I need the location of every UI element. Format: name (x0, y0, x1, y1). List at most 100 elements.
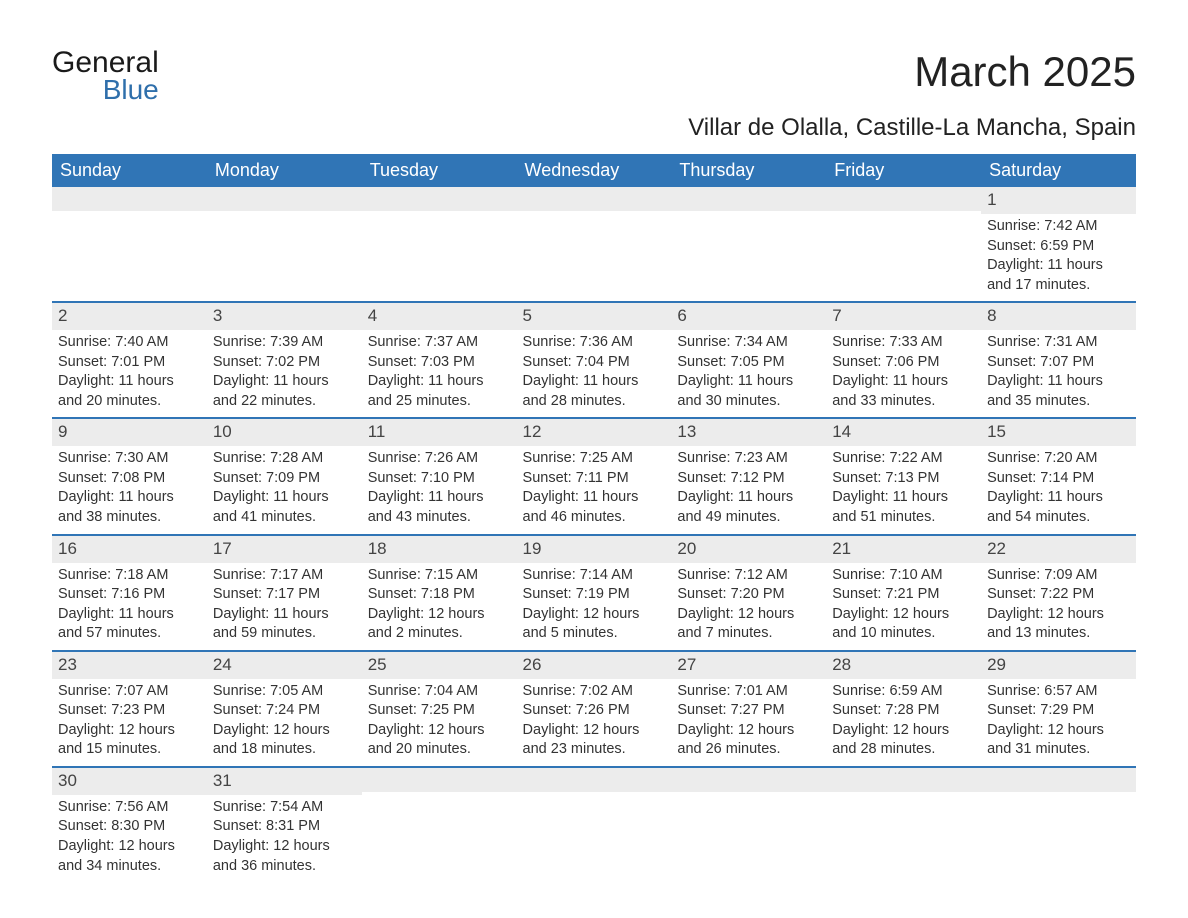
empty-day-bar (826, 766, 981, 792)
day-details: Sunrise: 7:25 AMSunset: 7:11 PMDaylight:… (517, 446, 672, 533)
day-details: Sunrise: 7:20 AMSunset: 7:14 PMDaylight:… (981, 446, 1136, 533)
sunrise-line: Sunrise: 7:26 AM (368, 449, 511, 469)
sunset-line: Sunset: 8:30 PM (58, 817, 201, 837)
calendar-cell (207, 187, 362, 301)
daylight-line: Daylight: 12 hours and 28 minutes. (832, 721, 975, 760)
sunrise-line: Sunrise: 7:56 AM (58, 798, 201, 818)
col-tuesday: Tuesday (362, 154, 517, 187)
calendar-cell: 4Sunrise: 7:37 AMSunset: 7:03 PMDaylight… (362, 301, 517, 417)
logo: General Blue (52, 48, 165, 104)
sunset-line: Sunset: 7:02 PM (213, 353, 356, 373)
empty-day-bar (517, 187, 672, 211)
day-number: 26 (517, 650, 672, 679)
day-details: Sunrise: 7:31 AMSunset: 7:07 PMDaylight:… (981, 330, 1136, 417)
empty-day-bar (362, 187, 517, 211)
calendar-cell (671, 187, 826, 301)
daylight-line: Daylight: 11 hours and 38 minutes. (58, 488, 201, 527)
sunrise-line: Sunrise: 7:39 AM (213, 333, 356, 353)
sunset-line: Sunset: 7:25 PM (368, 701, 511, 721)
day-number: 6 (671, 301, 826, 330)
day-details: Sunrise: 7:05 AMSunset: 7:24 PMDaylight:… (207, 679, 362, 766)
calendar-cell: 9Sunrise: 7:30 AMSunset: 7:08 PMDaylight… (52, 417, 207, 533)
day-details: Sunrise: 6:57 AMSunset: 7:29 PMDaylight:… (981, 679, 1136, 766)
day-details: Sunrise: 7:22 AMSunset: 7:13 PMDaylight:… (826, 446, 981, 533)
sunset-line: Sunset: 7:12 PM (677, 469, 820, 489)
col-saturday: Saturday (981, 154, 1136, 187)
sunrise-line: Sunrise: 6:59 AM (832, 682, 975, 702)
sunset-line: Sunset: 7:04 PM (523, 353, 666, 373)
daylight-line: Daylight: 11 hours and 33 minutes. (832, 372, 975, 411)
col-thursday: Thursday (671, 154, 826, 187)
day-number: 12 (517, 417, 672, 446)
sunrise-line: Sunrise: 7:30 AM (58, 449, 201, 469)
calendar-header-row: Sunday Monday Tuesday Wednesday Thursday… (52, 154, 1136, 187)
empty-day-bar (517, 766, 672, 792)
day-details: Sunrise: 7:26 AMSunset: 7:10 PMDaylight:… (362, 446, 517, 533)
daylight-line: Daylight: 11 hours and 43 minutes. (368, 488, 511, 527)
calendar-cell (517, 766, 672, 882)
calendar-cell: 3Sunrise: 7:39 AMSunset: 7:02 PMDaylight… (207, 301, 362, 417)
daylight-line: Daylight: 11 hours and 30 minutes. (677, 372, 820, 411)
sunset-line: Sunset: 7:28 PM (832, 701, 975, 721)
day-details: Sunrise: 7:07 AMSunset: 7:23 PMDaylight:… (52, 679, 207, 766)
sunrise-line: Sunrise: 7:40 AM (58, 333, 201, 353)
daylight-line: Daylight: 11 hours and 41 minutes. (213, 488, 356, 527)
col-sunday: Sunday (52, 154, 207, 187)
sunset-line: Sunset: 7:22 PM (987, 585, 1130, 605)
calendar-cell: 16Sunrise: 7:18 AMSunset: 7:16 PMDayligh… (52, 534, 207, 650)
day-details: Sunrise: 7:36 AMSunset: 7:04 PMDaylight:… (517, 330, 672, 417)
day-number: 8 (981, 301, 1136, 330)
calendar-cell: 5Sunrise: 7:36 AMSunset: 7:04 PMDaylight… (517, 301, 672, 417)
day-details: Sunrise: 7:39 AMSunset: 7:02 PMDaylight:… (207, 330, 362, 417)
day-number: 7 (826, 301, 981, 330)
daylight-line: Daylight: 11 hours and 28 minutes. (523, 372, 666, 411)
daylight-line: Daylight: 11 hours and 54 minutes. (987, 488, 1130, 527)
calendar-cell: 17Sunrise: 7:17 AMSunset: 7:17 PMDayligh… (207, 534, 362, 650)
sunrise-line: Sunrise: 7:12 AM (677, 566, 820, 586)
day-number: 14 (826, 417, 981, 446)
sunrise-line: Sunrise: 7:33 AM (832, 333, 975, 353)
day-details: Sunrise: 7:30 AMSunset: 7:08 PMDaylight:… (52, 446, 207, 533)
sunrise-line: Sunrise: 7:20 AM (987, 449, 1130, 469)
sunset-line: Sunset: 7:10 PM (368, 469, 511, 489)
day-details: Sunrise: 7:02 AMSunset: 7:26 PMDaylight:… (517, 679, 672, 766)
daylight-line: Daylight: 11 hours and 25 minutes. (368, 372, 511, 411)
day-number: 21 (826, 534, 981, 563)
sunrise-line: Sunrise: 7:28 AM (213, 449, 356, 469)
calendar-cell: 2Sunrise: 7:40 AMSunset: 7:01 PMDaylight… (52, 301, 207, 417)
day-number: 4 (362, 301, 517, 330)
day-details: Sunrise: 7:28 AMSunset: 7:09 PMDaylight:… (207, 446, 362, 533)
daylight-line: Daylight: 12 hours and 36 minutes. (213, 837, 356, 876)
day-details: Sunrise: 7:54 AMSunset: 8:31 PMDaylight:… (207, 795, 362, 882)
empty-day-bar (207, 187, 362, 211)
daylight-line: Daylight: 11 hours and 57 minutes. (58, 605, 201, 644)
sunrise-line: Sunrise: 7:14 AM (523, 566, 666, 586)
day-details: Sunrise: 7:14 AMSunset: 7:19 PMDaylight:… (517, 563, 672, 650)
calendar-cell: 12Sunrise: 7:25 AMSunset: 7:11 PMDayligh… (517, 417, 672, 533)
calendar-table: Sunday Monday Tuesday Wednesday Thursday… (52, 154, 1136, 882)
calendar-cell: 10Sunrise: 7:28 AMSunset: 7:09 PMDayligh… (207, 417, 362, 533)
daylight-line: Daylight: 11 hours and 20 minutes. (58, 372, 201, 411)
day-number: 16 (52, 534, 207, 563)
sunrise-line: Sunrise: 7:02 AM (523, 682, 666, 702)
sunrise-line: Sunrise: 7:15 AM (368, 566, 511, 586)
calendar-cell (517, 187, 672, 301)
daylight-line: Daylight: 12 hours and 26 minutes. (677, 721, 820, 760)
calendar-cell (671, 766, 826, 882)
daylight-line: Daylight: 11 hours and 22 minutes. (213, 372, 356, 411)
daylight-line: Daylight: 11 hours and 17 minutes. (987, 256, 1130, 295)
sunset-line: Sunset: 7:03 PM (368, 353, 511, 373)
month-title: March 2025 (688, 48, 1136, 96)
calendar-cell (826, 766, 981, 882)
sunset-line: Sunset: 7:11 PM (523, 469, 666, 489)
logo-word-blue: Blue (52, 76, 159, 104)
daylight-line: Daylight: 11 hours and 46 minutes. (523, 488, 666, 527)
col-monday: Monday (207, 154, 362, 187)
calendar-cell: 31Sunrise: 7:54 AMSunset: 8:31 PMDayligh… (207, 766, 362, 882)
day-number: 9 (52, 417, 207, 446)
day-details: Sunrise: 7:10 AMSunset: 7:21 PMDaylight:… (826, 563, 981, 650)
calendar-cell: 1Sunrise: 7:42 AMSunset: 6:59 PMDaylight… (981, 187, 1136, 301)
day-number: 3 (207, 301, 362, 330)
daylight-line: Daylight: 12 hours and 31 minutes. (987, 721, 1130, 760)
day-details: Sunrise: 7:15 AMSunset: 7:18 PMDaylight:… (362, 563, 517, 650)
